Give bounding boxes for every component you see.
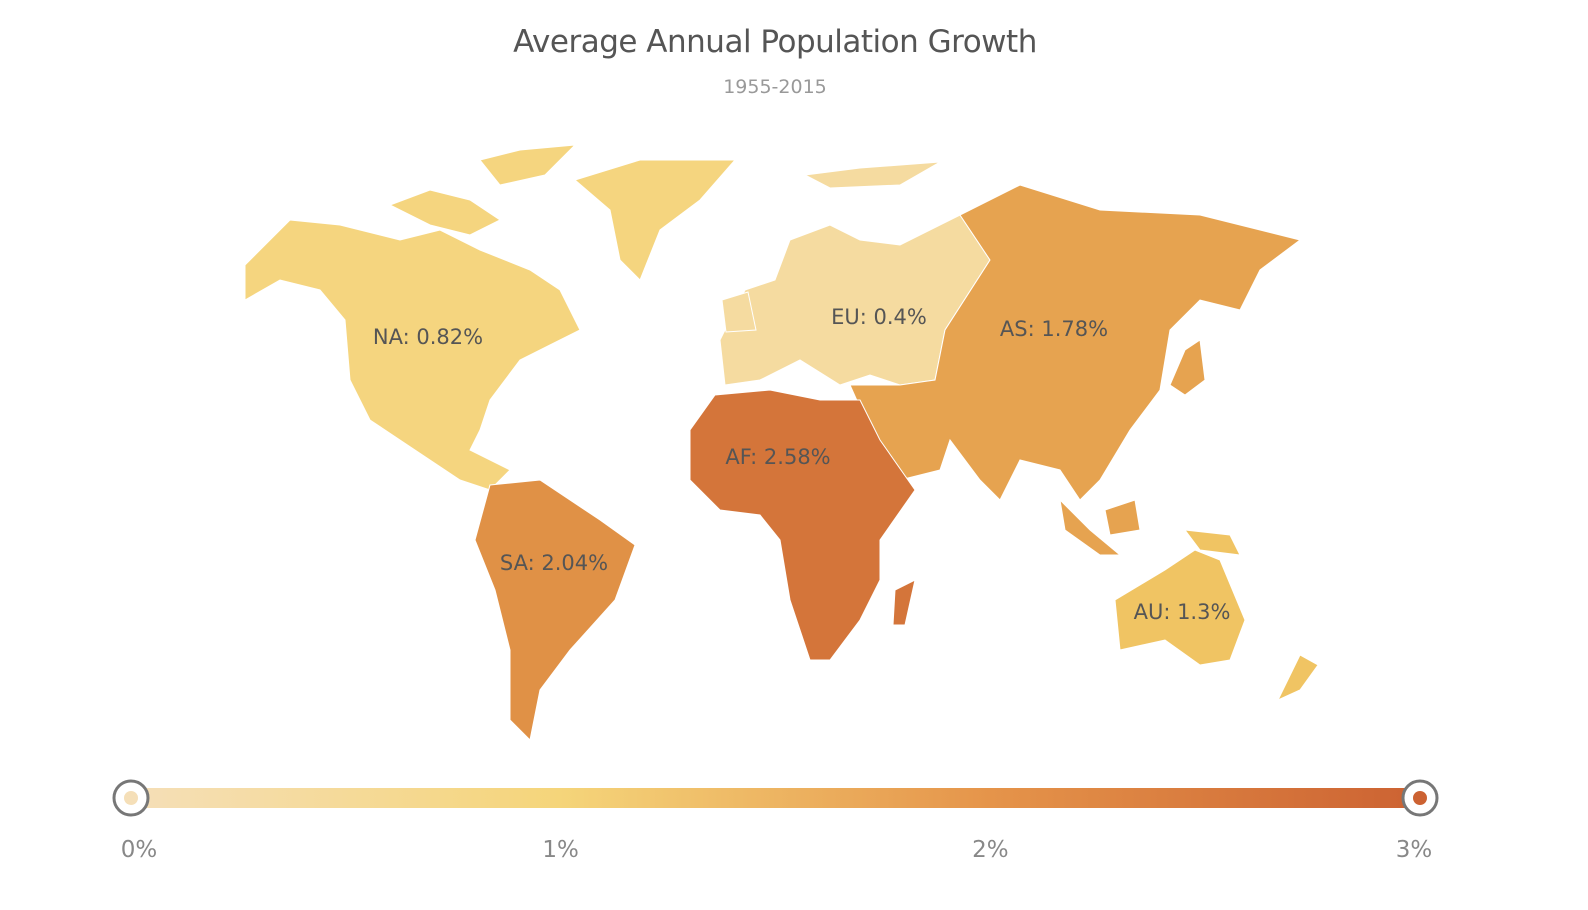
- region-label-af: AF: 2.58%: [725, 445, 830, 469]
- slider-max-handle[interactable]: [1401, 779, 1439, 817]
- legend-tick-label: 2%: [972, 837, 1009, 863]
- region-europe[interactable]: [719, 161, 991, 386]
- legend-tick-label: 1%: [542, 837, 579, 863]
- color-scale-bar: [130, 788, 1420, 808]
- region-label-na: NA: 0.82%: [373, 325, 483, 349]
- region-label-sa: SA: 2.04%: [500, 551, 608, 575]
- legend-tick-label: 0%: [121, 837, 158, 863]
- region-north-america[interactable]: [244, 144, 737, 491]
- region-south-america[interactable]: [474, 479, 636, 742]
- color-scale-legend: 0% 1% 2% 3%: [112, 779, 1439, 863]
- chart-subtitle: 1955-2015: [723, 76, 827, 98]
- chart-title: Average Annual Population Growth: [513, 24, 1037, 60]
- legend-tick-label: 3%: [1396, 837, 1433, 863]
- region-label-au: AU: 1.3%: [1134, 600, 1231, 624]
- slider-min-handle[interactable]: [112, 779, 150, 817]
- region-label-eu: EU: 0.4%: [831, 305, 927, 329]
- region-asia[interactable]: [849, 184, 1302, 556]
- region-australia[interactable]: [1114, 529, 1319, 702]
- region-label-as: AS: 1.78%: [1000, 317, 1108, 341]
- region-africa[interactable]: [689, 389, 916, 661]
